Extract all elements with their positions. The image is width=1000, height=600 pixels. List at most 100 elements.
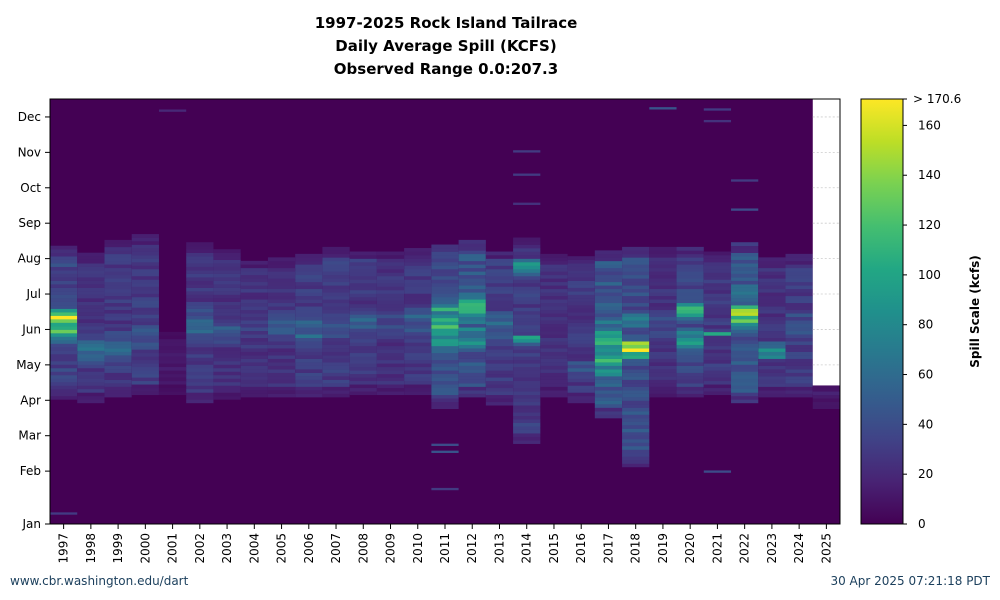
heatmap-cell bbox=[240, 372, 268, 377]
heatmap-cell bbox=[431, 286, 459, 291]
source-link[interactable]: www.cbr.washington.edu/dart bbox=[10, 574, 189, 588]
heatmap-cell bbox=[50, 256, 78, 260]
heatmap-cell bbox=[622, 260, 650, 265]
heatmap-cell bbox=[649, 299, 677, 304]
heatmap-cell bbox=[540, 264, 568, 269]
heatmap-cell bbox=[513, 363, 541, 368]
heatmap-cell bbox=[50, 326, 78, 330]
heatmap-cell bbox=[785, 362, 813, 366]
heatmap-cell bbox=[622, 456, 650, 461]
heatmap-cell bbox=[295, 362, 323, 366]
heatmap-cell bbox=[731, 298, 759, 302]
heatmap-cell bbox=[622, 267, 650, 272]
heatmap-cell bbox=[131, 286, 159, 291]
heatmap-cell bbox=[240, 274, 268, 279]
heatmap-cell bbox=[540, 295, 568, 300]
heatmap-cell bbox=[703, 314, 732, 319]
heatmap-cell bbox=[513, 237, 541, 242]
heatmap-cell bbox=[431, 401, 459, 406]
heatmap-cell bbox=[322, 320, 350, 325]
heatmap-cell bbox=[295, 264, 323, 269]
heatmap-column-2021 bbox=[703, 251, 732, 396]
heatmap-cell bbox=[322, 355, 350, 359]
heatmap-cell bbox=[77, 266, 105, 271]
heatmap-cell bbox=[758, 285, 786, 290]
heatmap-cell bbox=[131, 366, 159, 371]
y-tick-label-jul: Jul bbox=[26, 287, 41, 301]
heatmap-cell bbox=[131, 324, 159, 329]
heatmap-cell bbox=[295, 267, 323, 272]
heatmap-cell bbox=[50, 312, 78, 316]
timestamp: 30 Apr 2025 07:21:18 PDT bbox=[830, 574, 990, 588]
heatmap-cell bbox=[513, 307, 541, 312]
heatmap-cell bbox=[485, 391, 514, 396]
heatmap-cell bbox=[458, 355, 486, 359]
heatmap-cell bbox=[158, 359, 187, 364]
heatmap-cell bbox=[431, 328, 459, 333]
heatmap-cell bbox=[594, 278, 623, 283]
heatmap-cell bbox=[376, 324, 405, 329]
heatmap-cell bbox=[376, 307, 405, 312]
heatmap-cell bbox=[295, 299, 323, 304]
heatmap-cell bbox=[104, 313, 132, 318]
heatmap-cell bbox=[404, 370, 432, 375]
heatmap-cell bbox=[295, 372, 323, 377]
heatmap-cell bbox=[431, 296, 459, 301]
heatmap-cell bbox=[295, 288, 323, 293]
heatmap-cell bbox=[186, 245, 214, 250]
heatmap-cell bbox=[322, 313, 350, 318]
heatmap-cell bbox=[458, 264, 486, 269]
heatmap-cell bbox=[812, 387, 840, 392]
heatmap-cell bbox=[322, 257, 350, 262]
heatmap-cell bbox=[322, 383, 350, 387]
heatmap-cell bbox=[485, 289, 514, 294]
x-tick-label-2007: 2007 bbox=[329, 533, 343, 564]
heatmap-cell bbox=[622, 435, 650, 440]
heatmap-cell bbox=[131, 370, 159, 375]
heatmap-cell bbox=[50, 277, 78, 281]
heatmap-cell bbox=[731, 340, 759, 344]
heatmap-cell bbox=[567, 312, 595, 316]
heatmap-cell bbox=[240, 316, 268, 321]
heatmap-cell bbox=[703, 317, 732, 322]
heatmap-cell bbox=[77, 256, 105, 260]
heatmap-cell bbox=[758, 351, 786, 356]
heatmap-cell bbox=[513, 314, 541, 319]
heatmap-cell bbox=[567, 374, 595, 379]
heatmap-cell bbox=[431, 342, 459, 347]
heatmap-cell bbox=[622, 271, 650, 276]
heatmap-cell bbox=[785, 264, 813, 269]
heatmap-cell bbox=[649, 383, 677, 387]
heatmap-cell bbox=[131, 328, 159, 333]
heatmap-cell bbox=[77, 347, 105, 351]
heatmap-cell bbox=[213, 360, 241, 365]
heatmap-cell bbox=[186, 263, 214, 267]
heatmap-cell bbox=[404, 384, 432, 389]
colorbar-top-label: > 170.6 bbox=[913, 92, 961, 106]
heatmap-column-2023 bbox=[758, 257, 786, 398]
heatmap-cell bbox=[513, 429, 541, 434]
heatmap-cell bbox=[404, 387, 432, 392]
heatmap-cell bbox=[649, 376, 677, 380]
heatmap-cell bbox=[540, 330, 568, 335]
heatmap-cell bbox=[703, 380, 732, 385]
heatmap-cell bbox=[240, 285, 268, 290]
heatmap-cell bbox=[731, 367, 759, 372]
heatmap-cell bbox=[349, 331, 377, 336]
heatmap-cell bbox=[158, 338, 187, 343]
heatmap-cell bbox=[349, 296, 377, 301]
heatmap-cell bbox=[77, 329, 105, 334]
heatmap-cell bbox=[567, 364, 595, 369]
heatmap-cell bbox=[758, 369, 786, 373]
heatmap-cell bbox=[594, 292, 623, 297]
colorbar-title: Spill Scale (kcfs) bbox=[968, 255, 982, 367]
heatmap-cell bbox=[240, 351, 268, 356]
heatmap-cell bbox=[703, 251, 732, 256]
title-line-3: Observed Range 0.0:207.3 bbox=[333, 60, 559, 78]
heatmap-cell bbox=[104, 337, 132, 342]
heatmap-cell bbox=[676, 383, 704, 387]
heatmap-cell bbox=[404, 275, 432, 280]
heatmap-cell bbox=[485, 255, 514, 259]
heatmap-cell bbox=[322, 246, 350, 251]
heatmap-cell bbox=[104, 334, 132, 338]
